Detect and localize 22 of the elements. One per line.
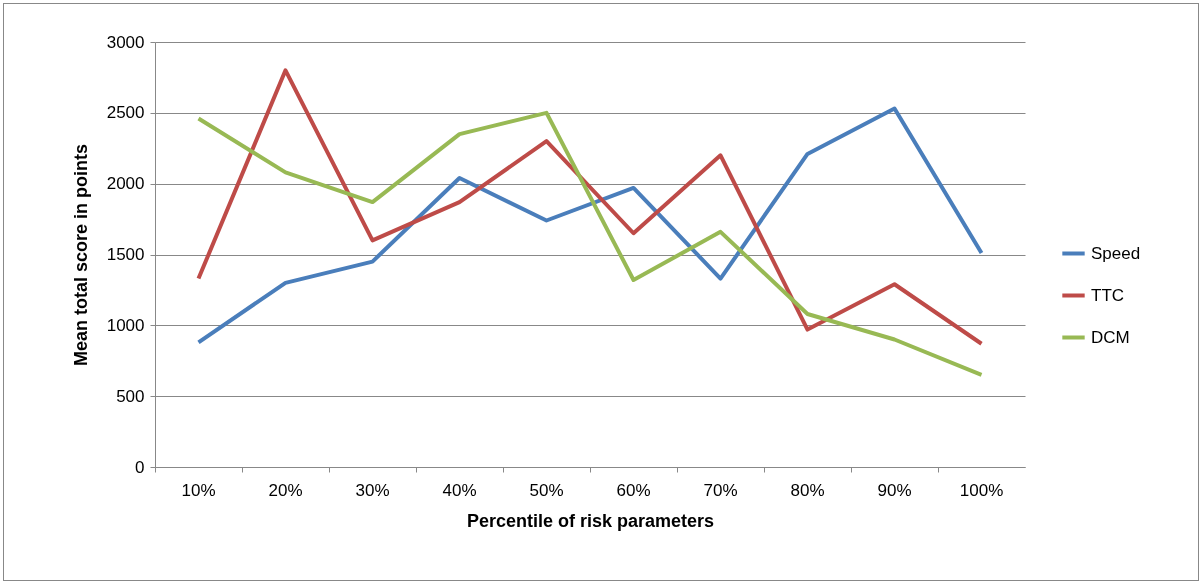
- x-axis-title: Percentile of risk parameters: [466, 510, 715, 531]
- x-tick-label: 50%: [529, 480, 564, 500]
- x-tick-label: 10%: [181, 480, 216, 500]
- x-tick-label: 90%: [877, 480, 912, 500]
- x-tick-label: 80%: [790, 480, 825, 500]
- x-tick-label: 70%: [703, 480, 738, 500]
- y-tick-label: 2000: [106, 174, 145, 194]
- y-tick-label: 2500: [106, 103, 145, 123]
- y-tick-label: 0: [135, 457, 145, 477]
- x-tick-label: 100%: [959, 480, 1004, 500]
- x-tick-label: 30%: [355, 480, 390, 500]
- y-tick-label: 3000: [106, 32, 145, 52]
- x-tick-label: 60%: [616, 480, 651, 500]
- y-tick-label: 1500: [106, 245, 145, 264]
- legend-label: DCM: [1091, 327, 1130, 347]
- x-tick-label: 40%: [442, 480, 477, 500]
- legend-label: TTC: [1091, 285, 1125, 305]
- y-tick-label: 500: [116, 386, 145, 406]
- x-tick-label: 20%: [268, 480, 303, 500]
- legend-label: Speed: [1091, 243, 1141, 263]
- y-axis-title: Mean total score in points: [70, 143, 91, 367]
- y-tick-label: 1000: [106, 315, 145, 335]
